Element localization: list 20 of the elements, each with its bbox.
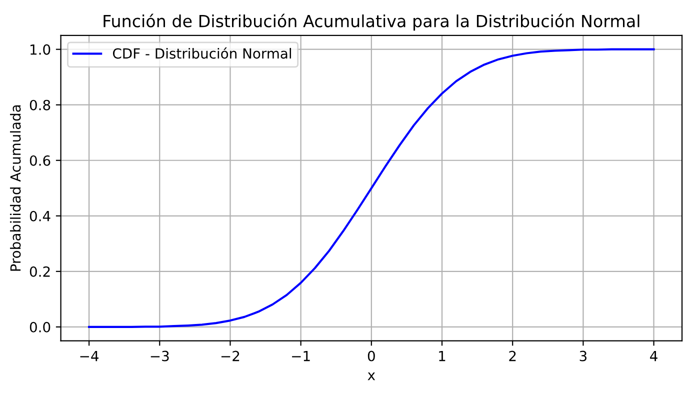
x-tick-label: −2 <box>221 350 240 362</box>
x-tick-label: 1 <box>439 350 446 362</box>
y-tick-label: 0.6 <box>30 155 50 166</box>
y-tick-label: 0.4 <box>30 210 50 222</box>
y-tick-label: 0.0 <box>30 322 50 332</box>
x-tick-label: 4 <box>650 350 658 362</box>
y-axis-title: Probabilidad Acumulada <box>10 105 21 271</box>
y-tick-label: 0.2 <box>30 266 50 277</box>
x-tick-label: 3 <box>580 350 586 362</box>
x-tick-label: 2 <box>509 350 516 362</box>
legend-label: CDF - Distribución Normal <box>112 47 292 59</box>
x-tick-label: −1 <box>292 350 310 362</box>
line-series <box>88 48 655 328</box>
x-tick-label: −3 <box>150 350 169 362</box>
x-axis-title: x <box>368 372 376 380</box>
x-tick-label: −4 <box>80 350 98 362</box>
x-tick-label: 0 <box>368 350 375 362</box>
chart-title: Función de Distribución Acumulativa para la Distribución Normal <box>104 14 640 31</box>
y-tick-label: 0.8 <box>30 100 50 110</box>
y-tick-label: 1.0 <box>30 44 50 55</box>
